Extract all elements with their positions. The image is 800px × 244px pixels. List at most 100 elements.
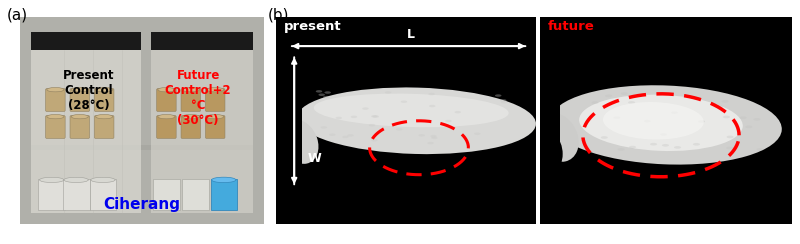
Ellipse shape	[671, 111, 678, 114]
Text: present: present	[284, 20, 342, 32]
Ellipse shape	[39, 177, 64, 183]
Ellipse shape	[321, 126, 327, 129]
Ellipse shape	[369, 124, 375, 126]
Ellipse shape	[182, 114, 199, 119]
Ellipse shape	[693, 143, 700, 146]
Ellipse shape	[501, 101, 507, 103]
Ellipse shape	[242, 129, 299, 187]
Ellipse shape	[723, 116, 730, 118]
Ellipse shape	[550, 85, 782, 165]
Ellipse shape	[385, 91, 391, 94]
Ellipse shape	[427, 142, 434, 144]
FancyBboxPatch shape	[182, 179, 209, 210]
Ellipse shape	[297, 87, 536, 154]
FancyBboxPatch shape	[211, 179, 237, 210]
FancyBboxPatch shape	[90, 179, 116, 210]
FancyBboxPatch shape	[206, 89, 225, 112]
Ellipse shape	[158, 88, 175, 92]
Ellipse shape	[329, 133, 335, 136]
Ellipse shape	[350, 116, 357, 118]
Ellipse shape	[757, 148, 763, 151]
FancyBboxPatch shape	[46, 116, 65, 138]
Ellipse shape	[211, 177, 236, 183]
Ellipse shape	[90, 177, 115, 183]
Ellipse shape	[325, 91, 331, 94]
Ellipse shape	[96, 114, 113, 119]
Ellipse shape	[591, 101, 598, 104]
FancyBboxPatch shape	[181, 89, 201, 112]
Ellipse shape	[618, 148, 625, 151]
Ellipse shape	[601, 136, 608, 139]
Bar	[270, 17, 302, 224]
Bar	[20, 17, 31, 224]
Ellipse shape	[323, 96, 330, 98]
Ellipse shape	[373, 115, 379, 118]
Ellipse shape	[371, 115, 378, 118]
Ellipse shape	[71, 114, 88, 119]
Text: Future
Control+2
°C
(30°C): Future Control+2 °C (30°C)	[165, 69, 231, 127]
Bar	[141, 32, 150, 213]
Ellipse shape	[474, 132, 481, 135]
FancyBboxPatch shape	[70, 89, 90, 112]
Bar	[150, 32, 253, 213]
FancyBboxPatch shape	[94, 116, 114, 138]
Ellipse shape	[280, 119, 318, 164]
Ellipse shape	[314, 94, 509, 127]
Bar	[253, 17, 264, 224]
Ellipse shape	[754, 118, 761, 121]
Ellipse shape	[579, 95, 742, 151]
FancyBboxPatch shape	[38, 179, 65, 210]
Ellipse shape	[445, 120, 452, 122]
Ellipse shape	[716, 105, 723, 108]
Ellipse shape	[739, 116, 746, 119]
Ellipse shape	[650, 143, 657, 145]
Ellipse shape	[722, 100, 729, 103]
Ellipse shape	[507, 125, 562, 183]
FancyBboxPatch shape	[94, 89, 114, 112]
Text: future: future	[547, 20, 594, 32]
Ellipse shape	[206, 114, 224, 119]
Ellipse shape	[316, 90, 322, 93]
Ellipse shape	[64, 177, 88, 183]
Ellipse shape	[628, 101, 635, 104]
Ellipse shape	[621, 92, 628, 95]
Bar	[535, 17, 560, 224]
Ellipse shape	[644, 120, 650, 122]
Ellipse shape	[318, 93, 325, 96]
Ellipse shape	[418, 134, 425, 137]
Bar	[31, 145, 253, 150]
FancyBboxPatch shape	[206, 116, 225, 138]
Ellipse shape	[429, 105, 435, 107]
Ellipse shape	[629, 146, 636, 148]
Ellipse shape	[47, 88, 64, 92]
Ellipse shape	[603, 102, 704, 140]
Ellipse shape	[371, 139, 378, 142]
Ellipse shape	[698, 120, 705, 123]
Ellipse shape	[431, 137, 438, 139]
Ellipse shape	[401, 101, 407, 103]
Ellipse shape	[495, 94, 502, 97]
Bar	[20, 213, 264, 224]
Ellipse shape	[537, 113, 578, 162]
Ellipse shape	[158, 114, 175, 119]
Ellipse shape	[396, 128, 402, 131]
Ellipse shape	[342, 136, 349, 138]
Text: (a): (a)	[6, 7, 27, 22]
FancyBboxPatch shape	[157, 89, 176, 112]
Ellipse shape	[662, 144, 669, 147]
Ellipse shape	[206, 88, 224, 92]
Ellipse shape	[335, 117, 342, 119]
Ellipse shape	[182, 88, 199, 92]
Bar	[31, 32, 141, 50]
Ellipse shape	[347, 134, 354, 137]
Ellipse shape	[745, 125, 752, 128]
FancyBboxPatch shape	[153, 179, 180, 210]
Ellipse shape	[614, 116, 620, 119]
Ellipse shape	[71, 88, 88, 92]
FancyBboxPatch shape	[157, 116, 176, 138]
Text: W: W	[307, 152, 321, 165]
FancyBboxPatch shape	[46, 89, 65, 112]
Ellipse shape	[362, 107, 369, 110]
Text: Ciherang: Ciherang	[103, 197, 181, 212]
FancyBboxPatch shape	[181, 116, 201, 138]
